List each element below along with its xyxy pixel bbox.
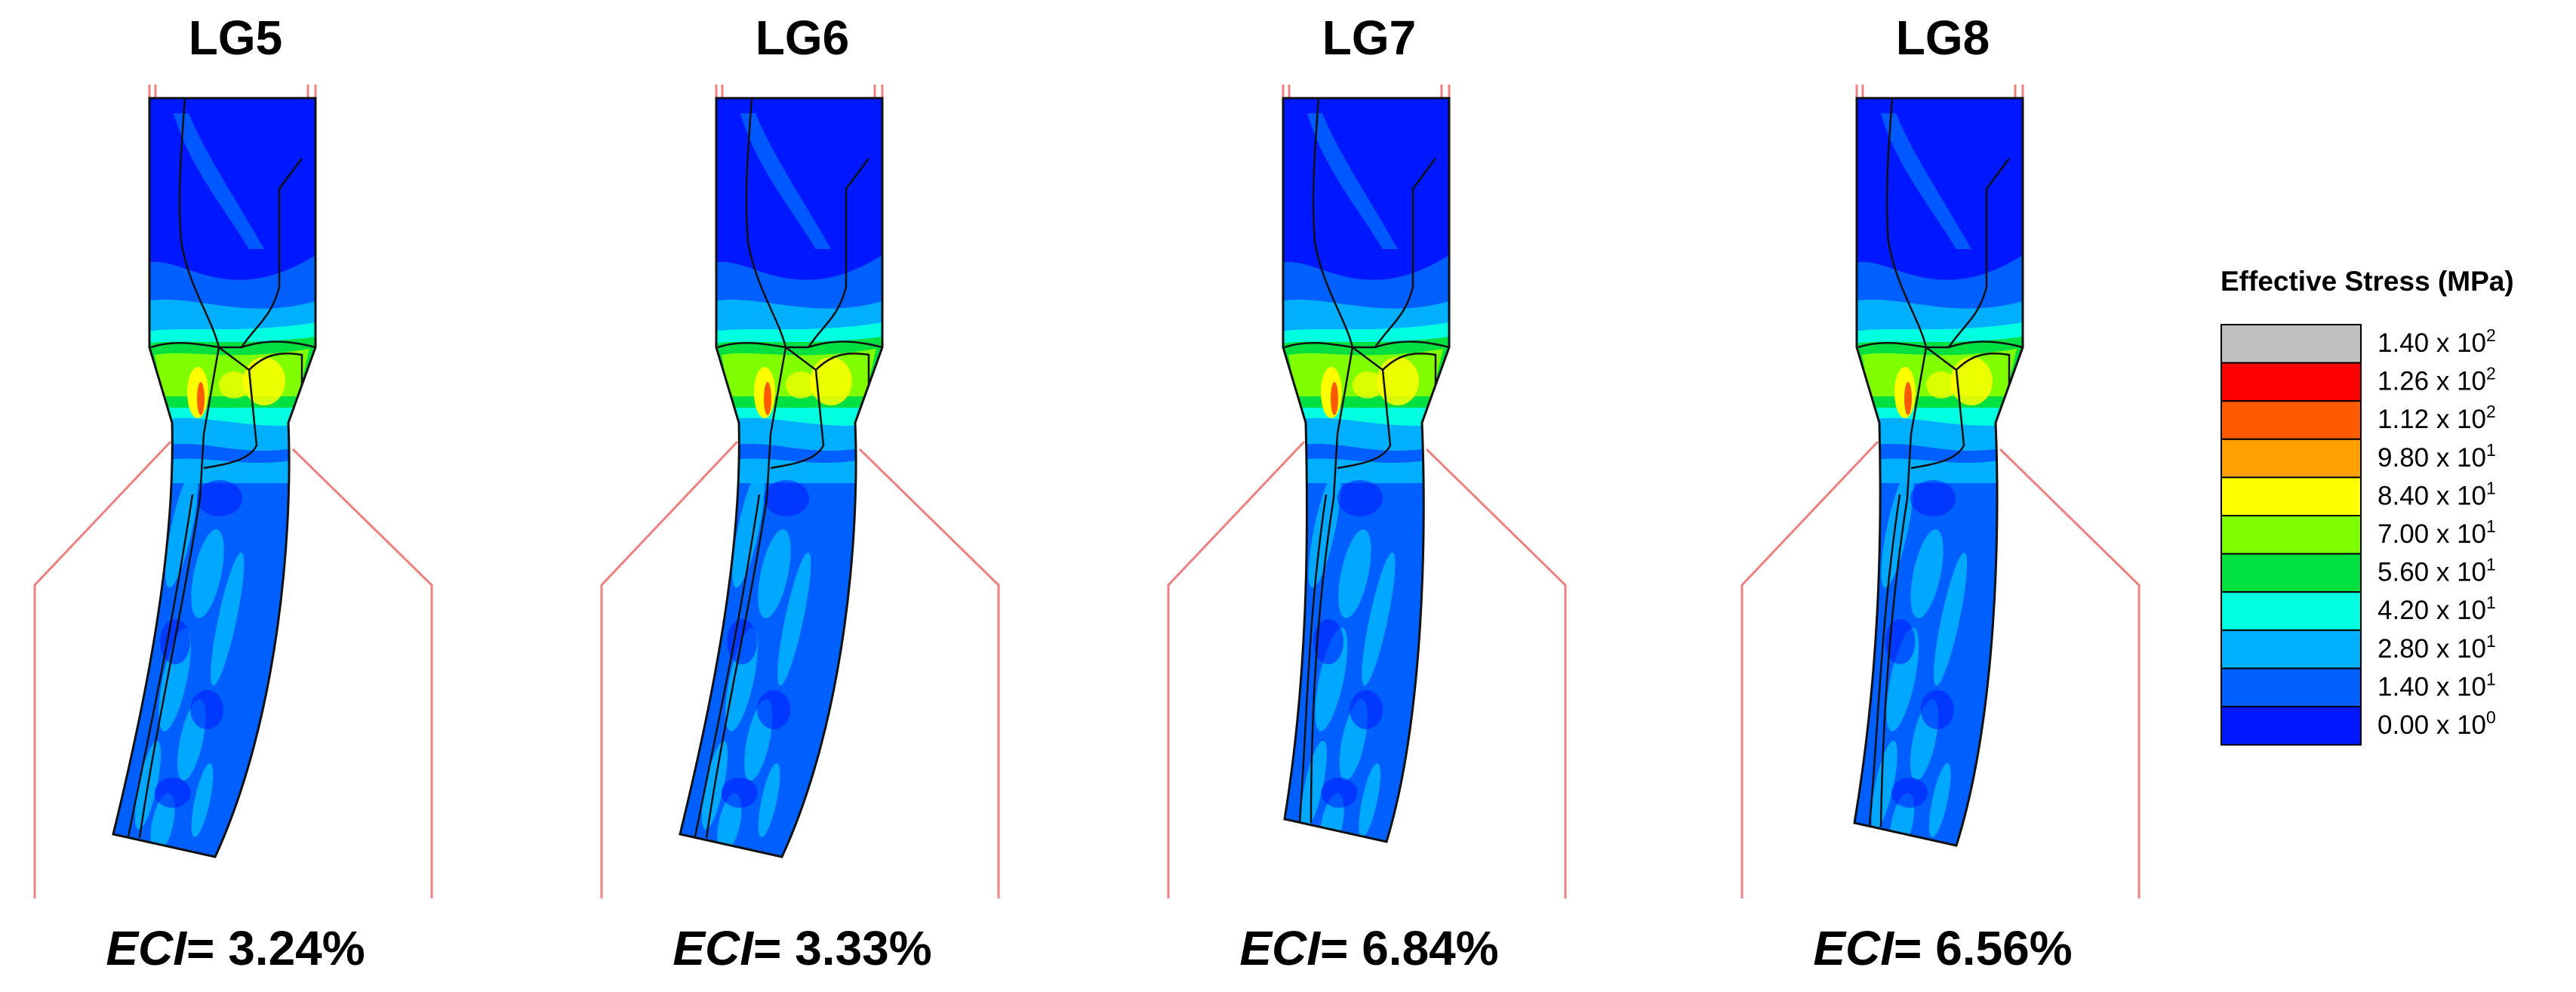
workpiece-outline xyxy=(112,97,317,858)
eci-label: ECI= 3.24% xyxy=(106,921,365,975)
legend-swatch xyxy=(2221,324,2362,364)
workpiece-outline xyxy=(679,97,884,858)
eci-label: ECI= 6.84% xyxy=(1239,921,1498,975)
grain-boundaries xyxy=(127,98,315,839)
eci-symbol: ECI xyxy=(1813,921,1894,975)
legend-label: 1.40 x 102 xyxy=(2377,325,2496,358)
legend-swatch xyxy=(2221,515,2362,555)
legend-swatch xyxy=(2221,362,2362,402)
legend-label: 7.00 x 101 xyxy=(2377,516,2496,549)
workpiece-contour xyxy=(680,98,882,857)
legend-swatch xyxy=(2221,706,2362,746)
legend-label: 2.80 x 101 xyxy=(2377,631,2496,664)
legend-title: Effective Stress (MPa) xyxy=(2221,266,2514,297)
die-outline xyxy=(33,85,433,898)
stress-legend: Effective Stress (MPa) 1.40 x 102 1.26 x 1… xyxy=(2221,266,2514,746)
legend-label: 4.20 x 101 xyxy=(2377,593,2496,625)
legend-swatch xyxy=(2221,667,2362,708)
eci-label: ECI= 3.33% xyxy=(672,921,931,975)
workpiece-contour xyxy=(113,98,315,857)
panel-title: LG5 xyxy=(189,11,282,65)
workpiece-outline xyxy=(1853,97,2024,847)
legend-swatch xyxy=(2221,476,2362,517)
panel-lg7: LG7 ECI= 6.84% xyxy=(1167,11,1567,975)
eci-label: ECI= 6.56% xyxy=(1813,921,2072,975)
eci-value: = 3.33% xyxy=(753,921,932,975)
legend-label: 9.80 x 101 xyxy=(2377,440,2496,473)
grain-boundaries xyxy=(1857,98,2023,827)
legend-swatch xyxy=(2221,400,2362,440)
eci-symbol: ECI xyxy=(1239,921,1321,975)
legend-label: 8.40 x 101 xyxy=(2377,478,2496,510)
eci-value: = 6.56% xyxy=(1894,921,2073,975)
die-outline xyxy=(1740,85,2141,898)
panel-title: LG8 xyxy=(1896,11,1990,65)
panel-title: LG7 xyxy=(1322,11,1416,65)
legend-swatch xyxy=(2221,591,2362,631)
legend-swatch xyxy=(2221,438,2362,479)
legend-label: 1.26 x 102 xyxy=(2377,364,2496,396)
workpiece-contour xyxy=(1854,98,2023,846)
panel-lg5: LG5 ECI= 3.24% xyxy=(33,11,433,975)
legend-swatch xyxy=(2221,629,2362,670)
panel-title: LG6 xyxy=(756,11,849,65)
legend-swatch xyxy=(2221,553,2362,593)
panel-lg6: LG6 ECI= 3.33% xyxy=(600,11,1000,975)
eci-symbol: ECI xyxy=(106,921,187,975)
workpiece-contour xyxy=(1283,98,1449,842)
grain-boundaries xyxy=(1284,98,1449,824)
legend-label: 1.40 x 101 xyxy=(2377,669,2496,701)
legend-label: 5.60 x 101 xyxy=(2377,555,2496,587)
grain-boundaries xyxy=(694,98,882,839)
legend-label: 1.12 x 102 xyxy=(2377,402,2496,434)
eci-value: = 6.84% xyxy=(1320,921,1499,975)
workpiece-outline xyxy=(1282,97,1451,843)
eci-symbol: ECI xyxy=(672,921,754,975)
panel-lg8: LG8 ECI= 6.56% xyxy=(1740,11,2141,975)
eci-value: = 3.24% xyxy=(186,921,365,975)
legend-label: 0.00 x 100 xyxy=(2377,707,2496,740)
